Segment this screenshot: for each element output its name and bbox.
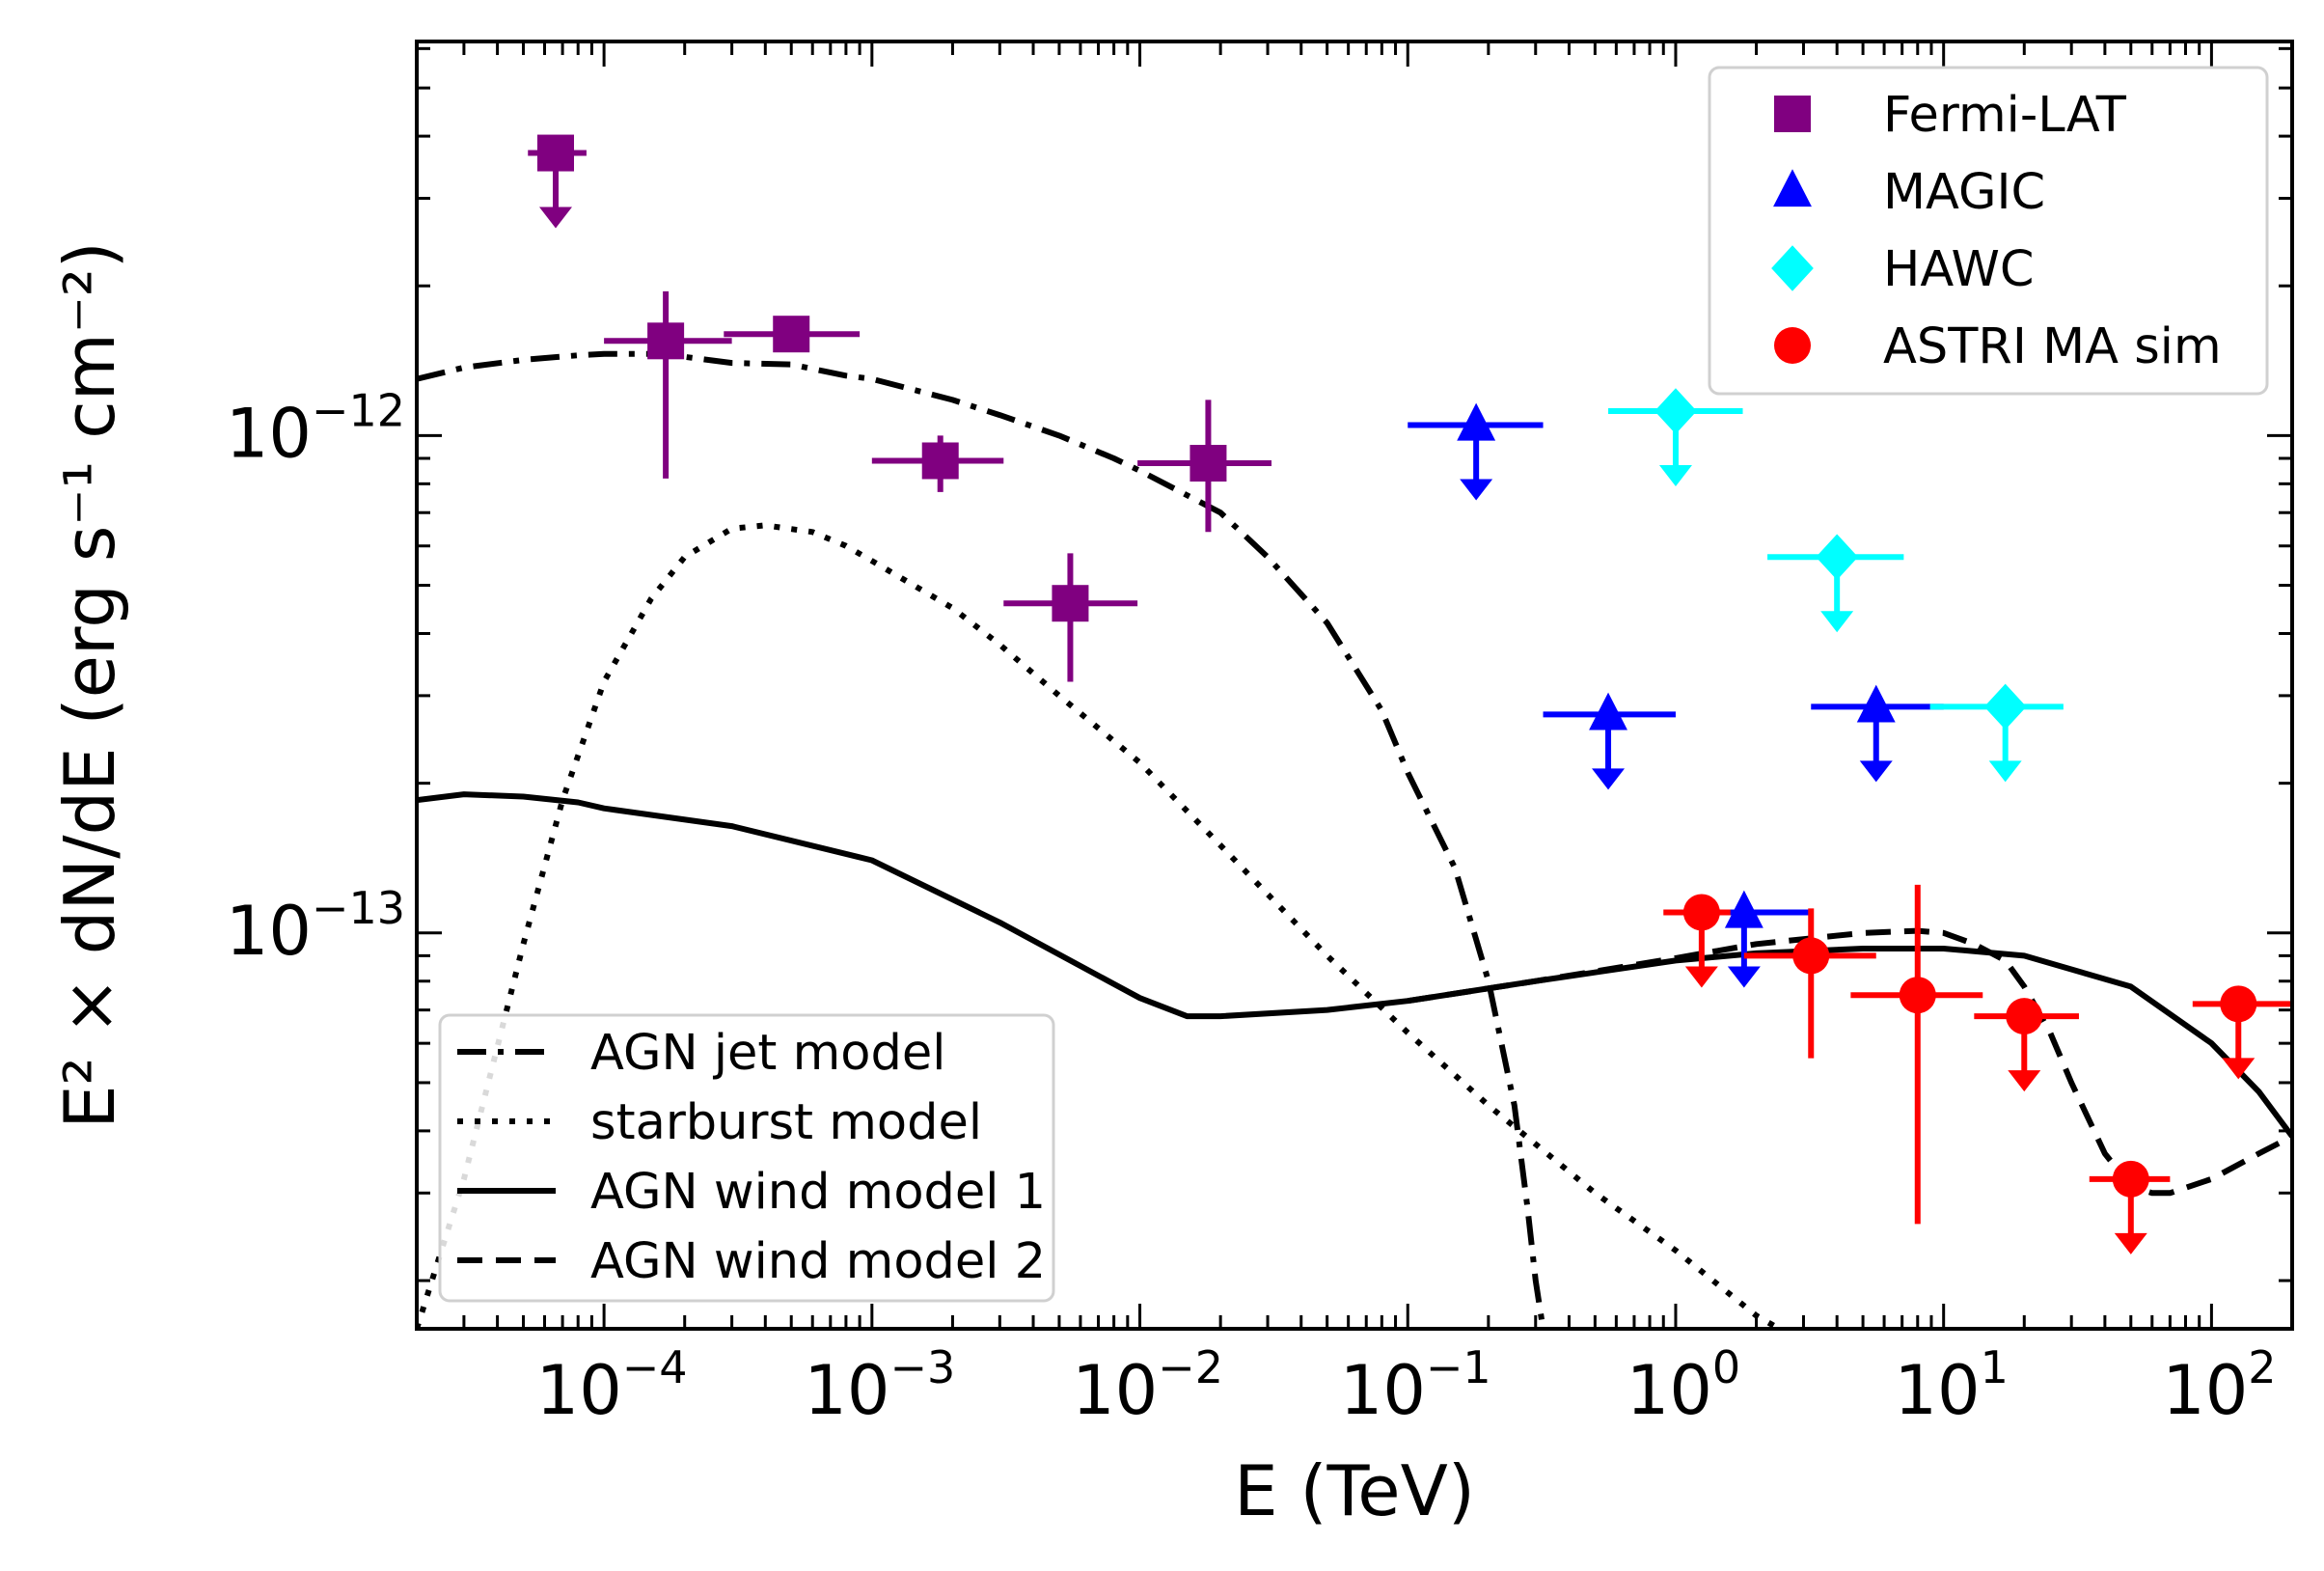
point-magic-1 xyxy=(1589,692,1627,730)
point-hawc-0-ul-arrow xyxy=(1658,465,1692,487)
x-tick-label-base: 10 xyxy=(1895,1351,1981,1430)
models-layer xyxy=(417,350,2292,1329)
point-astri-ma-sim-5 xyxy=(2220,985,2257,1023)
point-fermi-lat-4 xyxy=(1052,585,1089,622)
legend-label-starburst-model: starburst model xyxy=(590,1094,982,1151)
series-hawc xyxy=(1608,388,2064,783)
plot-frame xyxy=(415,40,2294,1331)
legend-label-astri-ma-sim: ASTRI MA sim xyxy=(1883,318,2222,375)
x-tick-label: 10−2 xyxy=(1072,1341,1223,1430)
legend-label-agn-jet-model: AGN jet model xyxy=(590,1025,945,1082)
point-astri-ma-sim-1 xyxy=(1792,937,1830,975)
data-legend-box xyxy=(1708,66,2269,396)
x-tick-label: 10−4 xyxy=(536,1341,688,1430)
x-tick-label-base: 10 xyxy=(2162,1351,2248,1430)
series-layer xyxy=(528,134,2292,1254)
point-astri-ma-sim-4-ul-arrow xyxy=(2114,1232,2147,1254)
point-astri-ma-sim-3 xyxy=(2006,998,2043,1035)
model-line-agn-jet-model xyxy=(417,350,1546,1329)
legend-label-agn-wind-model-2: AGN wind model 2 xyxy=(590,1233,1046,1290)
legend-marker-fermi-lat xyxy=(1774,96,1811,132)
series-fermi-lat xyxy=(528,134,1272,682)
point-magic-3 xyxy=(1856,684,1896,723)
point-hawc-0 xyxy=(1654,388,1697,434)
x-tick-label: 102 xyxy=(2162,1341,2276,1430)
legend-label-fermi-lat: Fermi-LAT xyxy=(1883,87,2127,144)
point-hawc-1-ul-arrow xyxy=(1820,611,1854,633)
y-tick-label-exp: −12 xyxy=(312,384,405,436)
model-line-agn-wind-model-1 xyxy=(417,791,2292,1139)
point-astri-ma-sim-4 xyxy=(2112,1160,2149,1198)
x-tick-label-base: 10 xyxy=(536,1351,622,1430)
x-tick-label-base: 10 xyxy=(804,1351,889,1430)
point-magic-1-ul-arrow xyxy=(1592,768,1626,790)
point-fermi-lat-2 xyxy=(773,316,810,353)
x-tick-label: 100 xyxy=(1627,1341,1740,1430)
point-astri-ma-sim-0 xyxy=(1682,894,1720,931)
point-fermi-lat-0 xyxy=(536,134,574,172)
point-magic-2 xyxy=(1724,890,1764,928)
series-magic xyxy=(1408,402,1944,988)
point-astri-ma-sim-0-ul-arrow xyxy=(1684,966,1718,988)
point-astri-ma-sim-5-ul-arrow xyxy=(2222,1058,2256,1080)
y-tick-label: 10−13 xyxy=(226,882,405,971)
x-tick-label-base: 10 xyxy=(1340,1351,1426,1430)
legend-label-magic: MAGIC xyxy=(1883,164,2045,221)
model-legend-box xyxy=(438,1013,1055,1303)
point-magic-0-ul-arrow xyxy=(1460,479,1493,501)
legend-label-agn-wind-model-1: AGN wind model 1 xyxy=(590,1164,1046,1221)
point-hawc-2 xyxy=(1983,683,2027,730)
x-tick-label: 10−3 xyxy=(804,1341,955,1430)
x-tick-label-exp: 2 xyxy=(2248,1341,2276,1393)
x-tick-label: 101 xyxy=(1895,1341,2009,1430)
point-magic-3-ul-arrow xyxy=(1859,760,1893,783)
x-tick-label-exp: 0 xyxy=(1712,1341,1740,1393)
y-axis-label: E² × dN/dE (erg s⁻¹ cm⁻²) xyxy=(49,241,130,1129)
point-magic-0 xyxy=(1457,402,1496,441)
y-tick-label-exp: −13 xyxy=(312,882,405,934)
legend-marker-astri-ma-sim xyxy=(1774,327,1811,364)
point-fermi-lat-5 xyxy=(1189,445,1227,482)
y-tick-label-base: 10 xyxy=(226,892,312,971)
y-tick-label: 10−12 xyxy=(226,384,405,473)
x-axis-label: E (TeV) xyxy=(1234,1450,1475,1531)
x-tick-label-exp: −1 xyxy=(1426,1341,1491,1393)
point-fermi-lat-3 xyxy=(921,442,959,480)
ticks-layer xyxy=(415,41,2294,1329)
model-line-agn-wind-model-2 xyxy=(1407,927,2292,1197)
legend-label-hawc: HAWC xyxy=(1883,241,2035,298)
model-legend: AGN jet model starburst model AGN wind mod… xyxy=(438,1013,1055,1303)
point-magic-2-ul-arrow xyxy=(1727,966,1761,988)
x-tick-label-exp: −3 xyxy=(889,1341,955,1393)
legend-marker-magic xyxy=(1773,169,1812,207)
point-hawc-1 xyxy=(1816,534,1859,580)
x-tick-label: 10−1 xyxy=(1340,1341,1491,1430)
x-tick-label-exp: −2 xyxy=(1158,1341,1223,1393)
point-astri-ma-sim-3-ul-arrow xyxy=(2008,1070,2041,1092)
data-legend: Fermi-LAT MAGIC HAWC ASTRI MA sim xyxy=(1708,66,2269,396)
x-tick-label-base: 10 xyxy=(1627,1351,1712,1430)
x-tick-label-exp: −4 xyxy=(622,1341,688,1393)
legend-marker-hawc xyxy=(1771,245,1814,291)
point-astri-ma-sim-2 xyxy=(1899,977,1936,1014)
y-tick-label-base: 10 xyxy=(226,394,312,473)
x-tick-label-exp: 1 xyxy=(1981,1341,2009,1393)
point-fermi-lat-0-ul-arrow xyxy=(538,207,572,229)
point-hawc-2-ul-arrow xyxy=(1988,760,2022,783)
series-astri-ma-sim xyxy=(1663,884,2292,1254)
point-fermi-lat-1 xyxy=(647,322,685,360)
x-tick-label-base: 10 xyxy=(1072,1351,1158,1430)
